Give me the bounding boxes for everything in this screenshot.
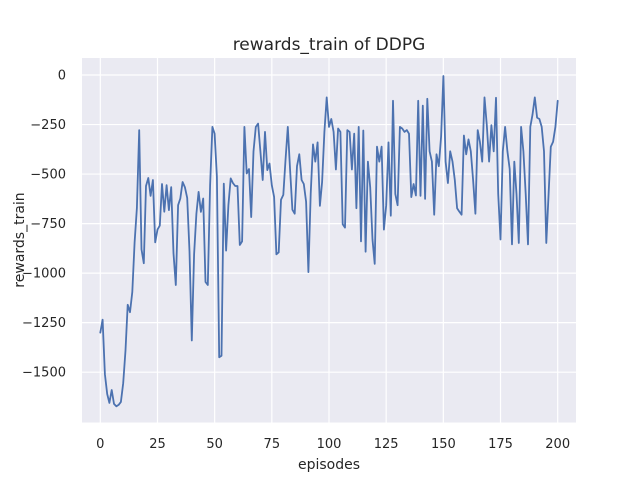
x-tick-label: 175: [488, 437, 513, 452]
y-tick-label: −250: [30, 118, 66, 133]
x-tick-label: 200: [545, 437, 570, 452]
chart-title: rewards_train of DDPG: [233, 35, 426, 55]
x-tick-label: 125: [374, 437, 399, 452]
y-tick-label: −1000: [22, 267, 66, 282]
x-tick-label: 100: [317, 437, 342, 452]
x-tick-label: 25: [149, 437, 166, 452]
x-tick-label: 50: [206, 437, 223, 452]
y-tick-label: −1500: [22, 366, 66, 381]
y-tick-label: −750: [30, 217, 66, 232]
x-tick-label: 75: [264, 437, 281, 452]
y-tick-label: 0: [58, 69, 66, 84]
y-tick-label: −1250: [22, 316, 66, 331]
x-axis-label: episodes: [298, 457, 360, 473]
x-tick-labels: 0 25 50 75 100 125 150 175 200: [96, 437, 570, 452]
x-tick-label: 0: [96, 437, 104, 452]
y-tick-labels: 0 −250 −500 −750 −1000 −1250 −1500: [22, 69, 66, 381]
y-tick-label: −500: [30, 168, 66, 183]
y-axis-label: rewards_train: [12, 192, 28, 287]
x-tick-label: 150: [431, 437, 456, 452]
series-line-rewards-train: [99, 75, 559, 408]
